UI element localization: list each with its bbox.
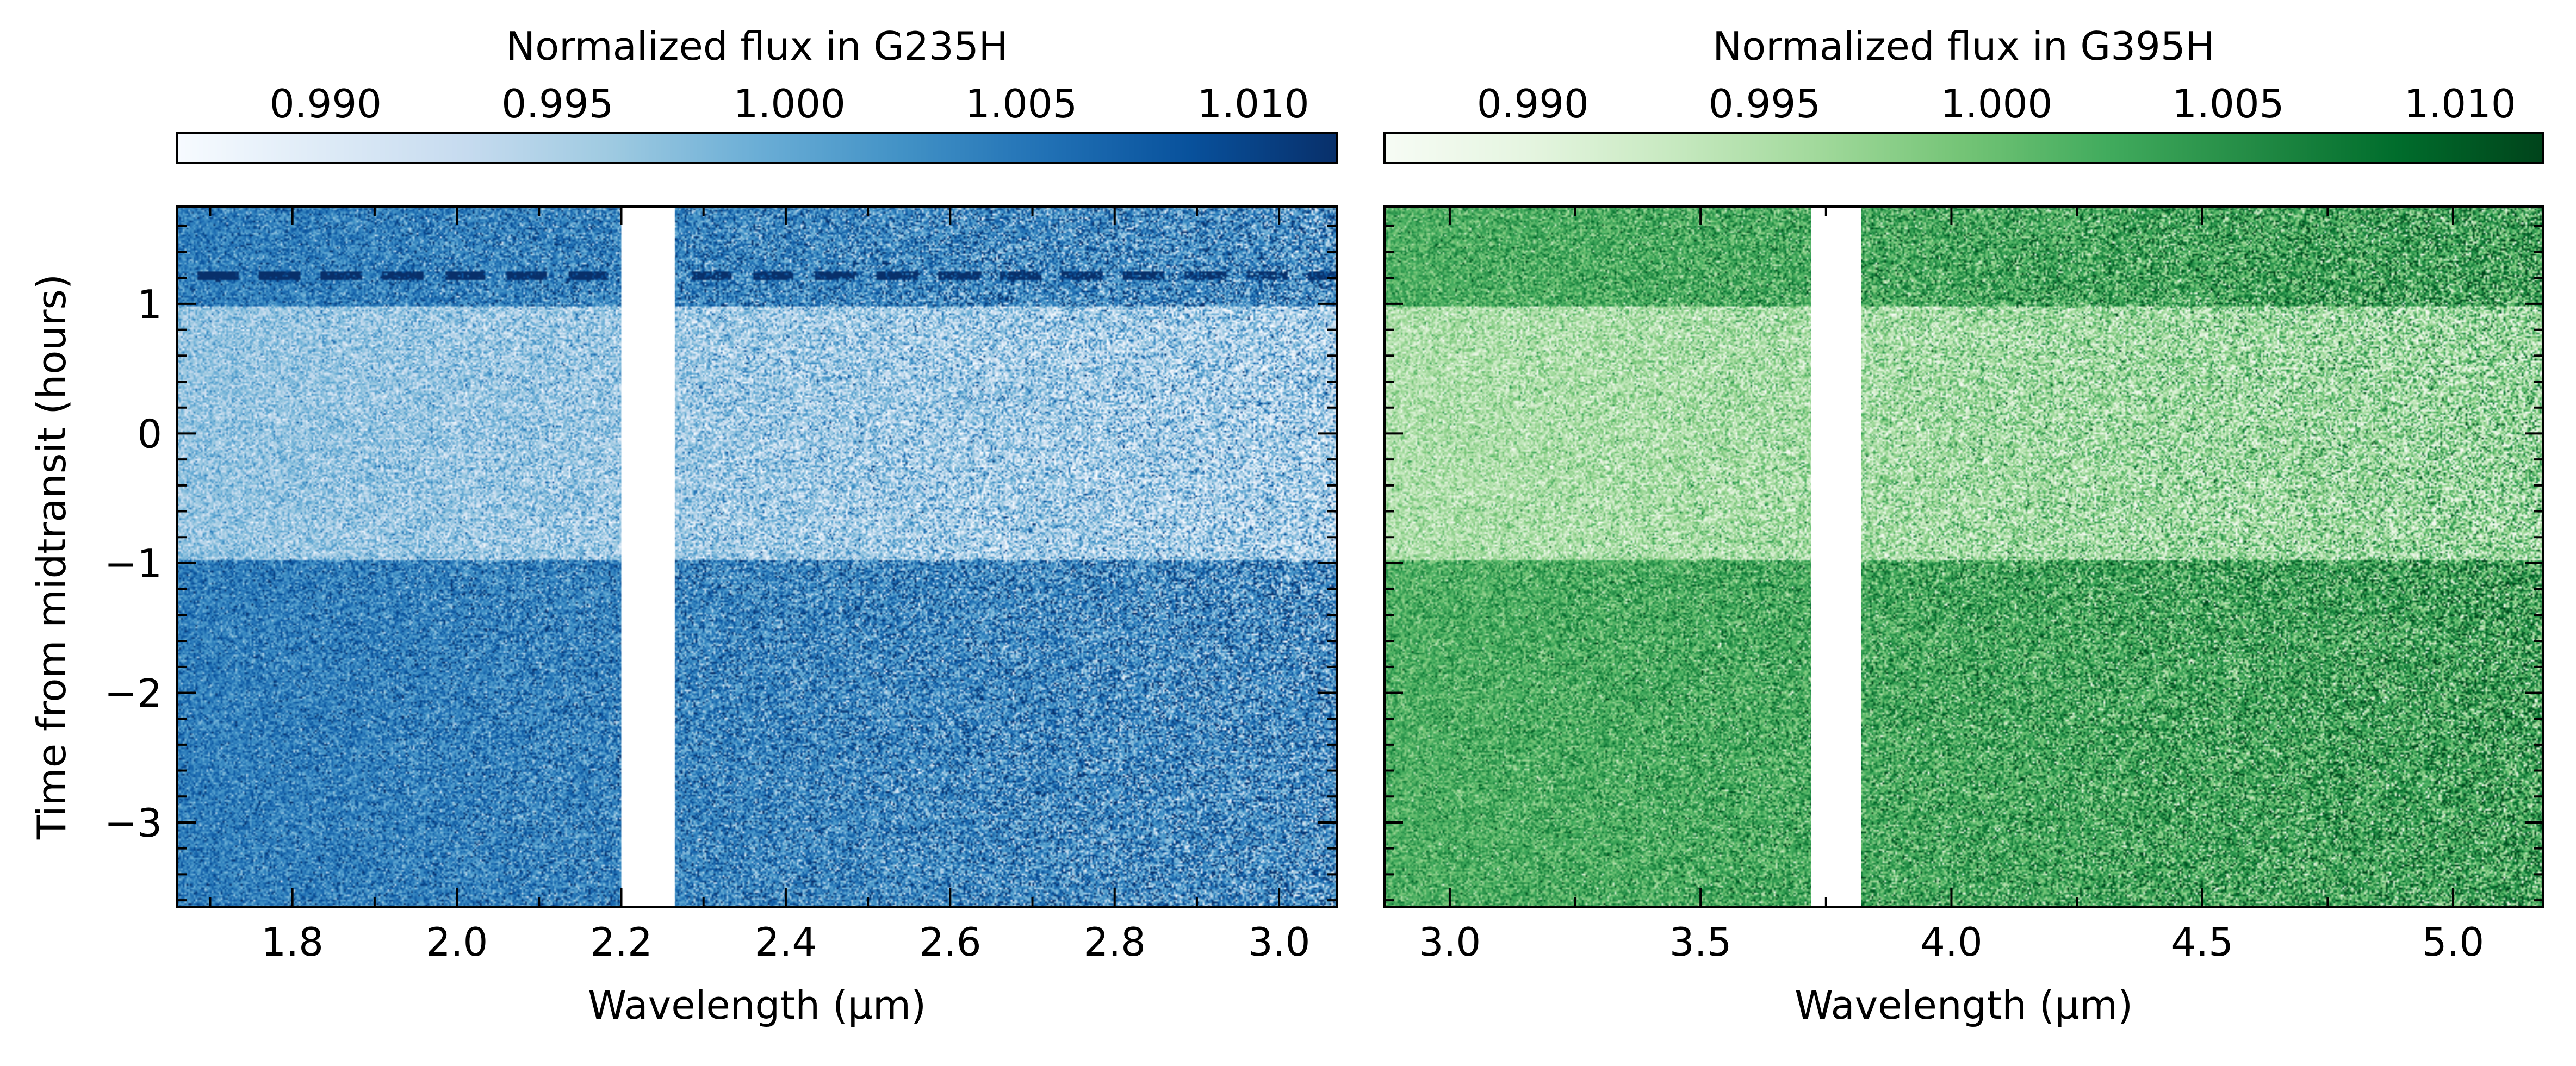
- colorbar-tick-label: 1.005: [965, 81, 1077, 127]
- plot-frame-g395h: [1383, 205, 2544, 908]
- x-tick-label: 3.0: [1248, 919, 1311, 965]
- x-tick-label: 2.4: [755, 919, 817, 965]
- colorbar-ticks-g395h: 0.990 0.995 1.000 1.005 1.010: [1477, 81, 2516, 145]
- x-axis-label-g235h: Wavelength (μm): [588, 982, 926, 1028]
- plot-frame-g235h: [176, 205, 1338, 908]
- colorbar-frame-g395h: [1383, 132, 2544, 164]
- y-tick-label: 1: [137, 282, 162, 327]
- y-tick-label: −1: [104, 541, 162, 587]
- colorbar-g395h: [1385, 133, 2543, 163]
- colorbar-tick-label: 0.995: [501, 81, 613, 127]
- x-tick-label: 3.0: [1419, 919, 1481, 965]
- colorbar-label-g395h: Normalized flux in G395H: [1712, 23, 2215, 69]
- y-axis-label: Time from midtransit (hours): [29, 274, 75, 840]
- colorbar-tick-label: 0.995: [1709, 81, 1821, 127]
- axis-ticks-g235h: [177, 207, 1337, 907]
- x-tick-label: 2.2: [590, 919, 653, 965]
- colorbar-tick-label: 1.000: [1940, 81, 2052, 127]
- y-tick-label: 0: [137, 411, 162, 457]
- x-tick-label: 5.0: [2422, 919, 2485, 965]
- x-tick-label: 4.5: [2171, 919, 2233, 965]
- colorbar-tick-label: 1.010: [1197, 81, 1309, 127]
- colorbar-tick-label: 1.005: [2172, 81, 2284, 127]
- x-tick-labels-g235h: 1.8 2.0 2.2 2.4 2.6 2.8 3.0: [261, 919, 1310, 965]
- x-axis-label-g395h: Wavelength (μm): [1795, 982, 2133, 1028]
- detector-gap-g235h: [621, 207, 675, 907]
- detector-gap-g395h: [1811, 207, 1861, 907]
- colorbar-ticks-g235h: 0.990 0.995 1.000 1.005 1.010: [270, 81, 1309, 145]
- x-tick-label: 2.8: [1083, 919, 1146, 965]
- y-tick-label: −2: [104, 670, 162, 716]
- colorbar-tick-label: 1.010: [2404, 81, 2516, 127]
- heatmap-g235h: [177, 207, 1337, 907]
- colorbar-tick-label: 1.000: [734, 81, 846, 127]
- panel-g235h: Normalized flux in G235H 0.990 0.995 1.000…: [29, 23, 1338, 1028]
- x-tick-label: 4.0: [1920, 919, 1983, 965]
- y-tick-label: −3: [104, 800, 162, 846]
- x-tick-label: 3.5: [1669, 919, 1732, 965]
- colorbar-tick-label: 0.990: [270, 81, 382, 127]
- colorbar-frame-g235h: [176, 132, 1338, 164]
- colorbar-label-g235h: Normalized flux in G235H: [506, 23, 1008, 69]
- panel-g395h: Normalized flux in G395H 0.990 0.995 1.000…: [1383, 23, 2544, 1028]
- heatmap-g395h: [1385, 207, 2543, 907]
- colorbar-g235h: [177, 133, 1337, 163]
- x-tick-labels-g395h: 3.0 3.5 4.0 4.5 5.0: [1419, 919, 2485, 965]
- axis-ticks-g395h: [1385, 207, 2543, 907]
- x-tick-label: 1.8: [261, 919, 324, 965]
- y-tick-labels-g235h: −3 −2 −1 0 1: [104, 282, 162, 846]
- colorbar-tick-label: 0.990: [1477, 81, 1589, 127]
- x-tick-label: 2.0: [426, 919, 488, 965]
- x-tick-label: 2.6: [919, 919, 982, 965]
